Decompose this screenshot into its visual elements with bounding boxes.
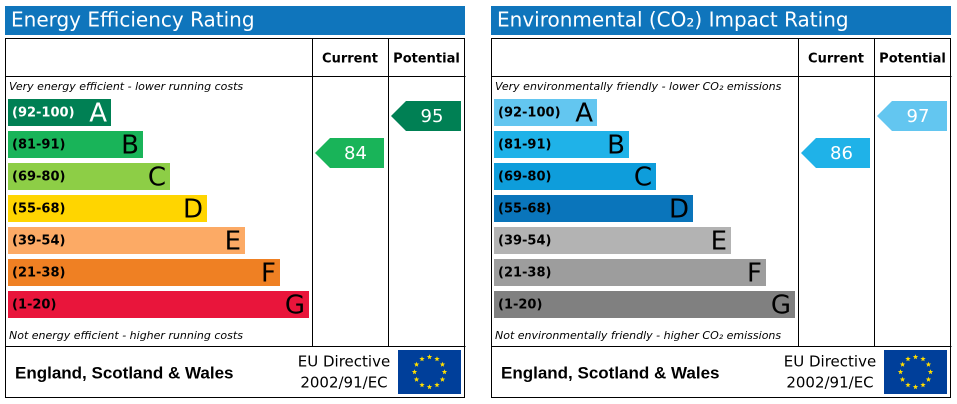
title-bar [5, 6, 465, 35]
band-range: (39-54) [498, 234, 551, 249]
potential-header: Potential [879, 52, 946, 67]
rating-band [8, 163, 170, 190]
band-range: (55-68) [498, 202, 551, 217]
footer-directive: 2002/91/EC [300, 374, 387, 392]
footer-directive: 2002/91/EC [786, 374, 873, 392]
band-letter: F [261, 259, 276, 289]
rating-band [494, 227, 731, 254]
band-range: (92-100) [12, 106, 75, 121]
eu-star [905, 382, 911, 388]
band-letter: E [711, 227, 727, 257]
potential-arrow [877, 101, 947, 131]
current-header: Current [322, 52, 378, 67]
band-letter: D [183, 195, 203, 225]
band-letter: D [669, 195, 689, 225]
band-range: (92-100) [498, 106, 561, 121]
eu-star [441, 369, 448, 375]
eu-star [439, 376, 446, 382]
rating-band [494, 131, 629, 158]
rating-band [8, 291, 309, 318]
band-range: (1-20) [12, 298, 56, 313]
eu-star [899, 361, 906, 367]
eu-star [912, 354, 919, 360]
eu-star [905, 356, 911, 362]
band-range: (1-20) [498, 298, 542, 313]
eu-star [434, 356, 440, 362]
band-range: (55-68) [12, 202, 65, 217]
eu-star [912, 384, 919, 390]
rating-band [8, 99, 111, 126]
rating-band [8, 259, 280, 286]
current-arrow [315, 138, 384, 168]
eu-star [439, 361, 446, 367]
rating-band [494, 195, 693, 222]
band-letter: A [89, 99, 107, 129]
band-range: (81-91) [498, 138, 551, 153]
top-note: Very energy efficient - lower running co… [9, 80, 243, 93]
band-letter: C [148, 163, 166, 193]
panel-title: Energy Efficiency Rating [11, 8, 255, 32]
band-letter: B [121, 131, 139, 161]
rating-panel: Environmental (CO₂) Impact Rating Current… [491, 6, 952, 398]
footer-directive: EU Directive [784, 353, 876, 371]
band-range: (69-80) [498, 170, 551, 185]
band-range: (81-91) [12, 138, 65, 153]
rating-band [494, 259, 766, 286]
band-letter: A [575, 99, 593, 129]
eu-star [925, 376, 932, 382]
eu-star [920, 356, 926, 362]
current-value: 86 [830, 143, 853, 164]
eu-star [897, 369, 904, 375]
eu-star [927, 369, 934, 375]
footer-region: England, Scotland & Wales [501, 363, 720, 382]
eu-star [434, 382, 440, 388]
rating-band [494, 99, 597, 126]
band-letter: E [225, 227, 241, 257]
potential-header: Potential [393, 52, 460, 67]
eu-star [413, 376, 420, 382]
panel-title: Environmental (CO₂) Impact Rating [497, 8, 849, 32]
rating-band [494, 291, 795, 318]
eu-star [925, 361, 932, 367]
table-border [491, 38, 951, 398]
eu-star [426, 384, 433, 390]
footer-directive: EU Directive [298, 353, 390, 371]
band-range: (39-54) [12, 234, 65, 249]
rating-band [8, 195, 207, 222]
band-range: (69-80) [12, 170, 65, 185]
current-header: Current [808, 52, 864, 67]
eu-star [899, 376, 906, 382]
band-range: (21-38) [12, 266, 65, 281]
rating-panel: Energy Efficiency Rating Current Potential… [5, 6, 466, 398]
potential-value: 95 [421, 106, 444, 127]
eu-star [413, 361, 420, 367]
eu-star [419, 356, 425, 362]
eu-star [419, 382, 425, 388]
band-letter: F [747, 259, 762, 289]
rating-band [8, 131, 143, 158]
eu-star [411, 369, 418, 375]
top-note: Very environmentally friendly - lower CO… [495, 80, 782, 93]
rating-band [494, 163, 656, 190]
eu-star [920, 382, 926, 388]
bottom-note: Not environmentally friendly - higher CO… [495, 329, 781, 342]
band-letter: B [607, 131, 625, 161]
band-letter: G [771, 291, 791, 321]
title-bar [491, 6, 951, 35]
band-range: (21-38) [498, 266, 551, 281]
band-letter: C [634, 163, 652, 193]
rating-band [8, 227, 245, 254]
footer-region: England, Scotland & Wales [15, 363, 234, 382]
band-letter: G [285, 291, 305, 321]
table-border [5, 38, 465, 398]
potential-arrow [391, 101, 461, 131]
potential-value: 97 [907, 106, 930, 127]
bottom-note: Not energy efficient - higher running co… [9, 329, 243, 342]
eu-star [426, 354, 433, 360]
current-arrow [801, 138, 870, 168]
current-value: 84 [344, 143, 367, 164]
